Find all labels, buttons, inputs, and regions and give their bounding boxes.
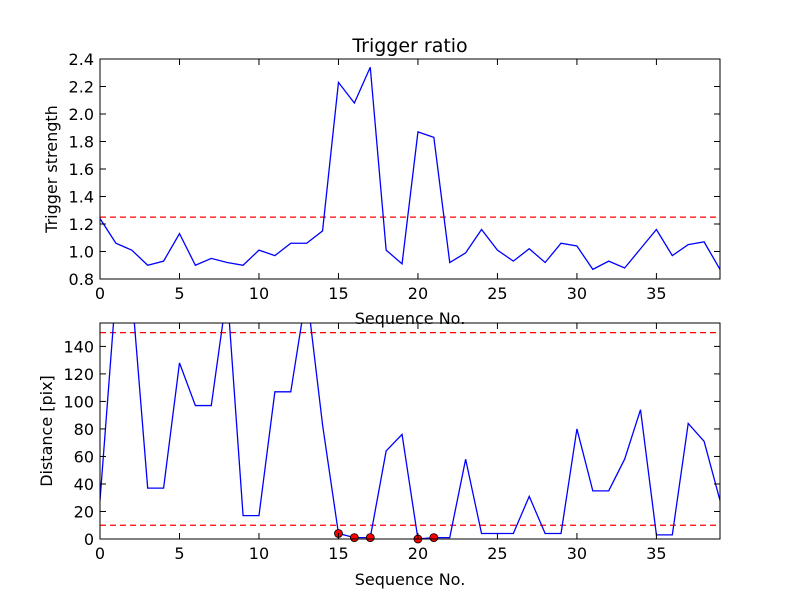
- y-tick-label: 0: [84, 530, 94, 549]
- y-tick-label: 100: [63, 392, 94, 411]
- trigger-ratio-chart: Trigger ratio 0 5 10 15 20 25 30 35 0.8 1.0 1.2 1.…: [42, 35, 721, 328]
- y-ticks: 0 20 40 60 80 100 120 140: [63, 337, 720, 549]
- y-tick-label: 60: [74, 447, 94, 466]
- y-tick-label: 1.6: [69, 160, 94, 179]
- x-tick-label: 0: [95, 544, 105, 563]
- highlight-point: [349, 533, 359, 543]
- y-ticks: 0.8 1.0 1.2 1.4 1.6 1.8 2.0 2.2 2.4: [69, 50, 720, 289]
- highlight-point: [365, 533, 375, 543]
- series-line: [100, 66, 720, 271]
- x-tick-label: 15: [328, 284, 348, 303]
- x-tick-label: 35: [646, 284, 666, 303]
- y-tick-label: 1.4: [69, 188, 94, 207]
- plot-frame: [99, 58, 721, 280]
- x-tick-label: 20: [408, 284, 428, 303]
- x-ticks: 0 5 10 15 20 25 30 35: [95, 323, 667, 563]
- y-tick-label: 0.8: [69, 270, 94, 289]
- x-tick-label: 30: [567, 284, 587, 303]
- y-tick-label: 1.0: [69, 243, 94, 262]
- y-tick-label: 2.2: [69, 78, 94, 97]
- x-tick-label: 5: [174, 544, 184, 563]
- x-tick-label: 20: [408, 544, 428, 563]
- chart-title: Trigger ratio: [351, 35, 467, 57]
- y-tick-label: 1.8: [69, 133, 94, 152]
- series-group: [100, 66, 720, 271]
- x-axis-label: Sequence No.: [355, 309, 466, 328]
- y-axis-label: Distance [pix]: [37, 375, 56, 487]
- y-tick-label: 140: [63, 337, 94, 356]
- x-tick-label: 25: [487, 544, 507, 563]
- x-axis-label: Sequence No.: [355, 570, 466, 589]
- highlight-point: [429, 533, 439, 543]
- x-tick-label: 10: [249, 544, 269, 563]
- y-tick-label: 40: [74, 475, 94, 494]
- x-tick-label: 15: [328, 544, 348, 563]
- y-tick-label: 20: [74, 502, 94, 521]
- series-group: [100, 323, 720, 539]
- threshold-lines: [100, 332, 720, 526]
- y-tick-label: 1.2: [69, 215, 94, 234]
- y-axis-label: Trigger strength: [42, 105, 61, 234]
- x-tick-label: 35: [646, 544, 666, 563]
- y-tick-label: 80: [74, 420, 94, 439]
- plot-frame: [99, 322, 721, 540]
- x-tick-label: 25: [487, 284, 507, 303]
- distance-chart: 0 5 10 15 20 25 30 35 0 20 40 60 80 100 120 140 Sequen…: [37, 322, 721, 589]
- y-tick-label: 2.0: [69, 105, 94, 124]
- x-tick-label: 0: [95, 284, 105, 303]
- x-tick-label: 30: [567, 544, 587, 563]
- series-line: [100, 323, 720, 539]
- y-tick-label: 2.4: [69, 50, 94, 69]
- x-tick-label: 5: [174, 284, 184, 303]
- y-tick-label: 120: [63, 365, 94, 384]
- x-ticks: 0 5 10 15 20 25 30 35: [95, 59, 667, 303]
- x-tick-label: 10: [249, 284, 269, 303]
